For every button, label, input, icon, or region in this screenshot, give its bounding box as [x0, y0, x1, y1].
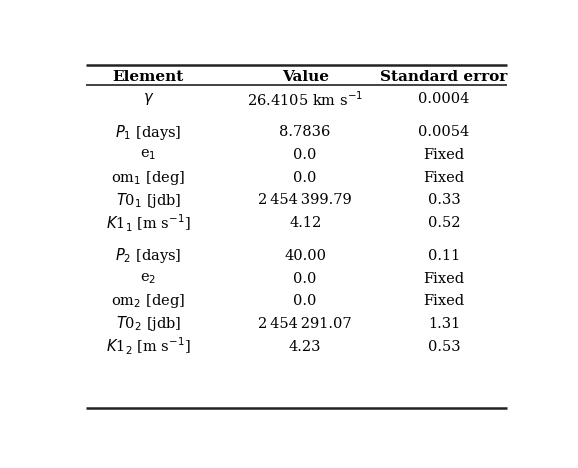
Text: 0.52: 0.52	[428, 216, 460, 230]
Text: e$_2$: e$_2$	[140, 271, 157, 286]
Text: Fixed: Fixed	[424, 171, 465, 184]
Text: 0.0: 0.0	[294, 171, 317, 184]
Text: 2 454 399.79: 2 454 399.79	[258, 193, 352, 207]
Text: 0.0004: 0.0004	[418, 92, 470, 106]
Text: 1.31: 1.31	[428, 317, 460, 331]
Text: 4.23: 4.23	[289, 340, 321, 354]
Text: om$_1$ [deg]: om$_1$ [deg]	[112, 168, 186, 187]
Text: 0.0: 0.0	[294, 294, 317, 308]
Text: om$_2$ [deg]: om$_2$ [deg]	[112, 292, 186, 310]
Text: $P_1$ [days]: $P_1$ [days]	[115, 123, 181, 142]
Text: Fixed: Fixed	[424, 294, 465, 308]
Text: 8.7836: 8.7836	[280, 125, 331, 139]
Text: Fixed: Fixed	[424, 271, 465, 285]
Text: Fixed: Fixed	[424, 148, 465, 162]
Text: $K$1$_1$ [m s$^{-1}$]: $K$1$_1$ [m s$^{-1}$]	[106, 212, 191, 234]
Text: Value: Value	[281, 70, 329, 84]
Text: 4.12: 4.12	[289, 216, 321, 230]
Text: 0.0: 0.0	[294, 148, 317, 162]
Text: 0.0: 0.0	[294, 271, 317, 285]
Text: 26.4105 km s$^{-1}$: 26.4105 km s$^{-1}$	[247, 90, 364, 109]
Text: 0.11: 0.11	[428, 249, 460, 263]
Text: $T$0$_2$ [jdb]: $T$0$_2$ [jdb]	[116, 314, 181, 333]
Text: $T$0$_1$ [jdb]: $T$0$_1$ [jdb]	[116, 191, 181, 210]
Text: Element: Element	[113, 70, 184, 84]
Text: 2 454 291.07: 2 454 291.07	[258, 317, 352, 331]
Text: 0.33: 0.33	[428, 193, 461, 207]
Text: e$_1$: e$_1$	[140, 147, 157, 162]
Text: $\gamma$: $\gamma$	[143, 91, 154, 107]
Text: $P_2$ [days]: $P_2$ [days]	[115, 246, 181, 265]
Text: Standard error: Standard error	[380, 70, 507, 84]
Text: 40.00: 40.00	[284, 249, 326, 263]
Text: $K$1$_2$ [m s$^{-1}$]: $K$1$_2$ [m s$^{-1}$]	[106, 336, 191, 357]
Text: 0.0054: 0.0054	[418, 125, 470, 139]
Text: 0.53: 0.53	[428, 340, 460, 354]
